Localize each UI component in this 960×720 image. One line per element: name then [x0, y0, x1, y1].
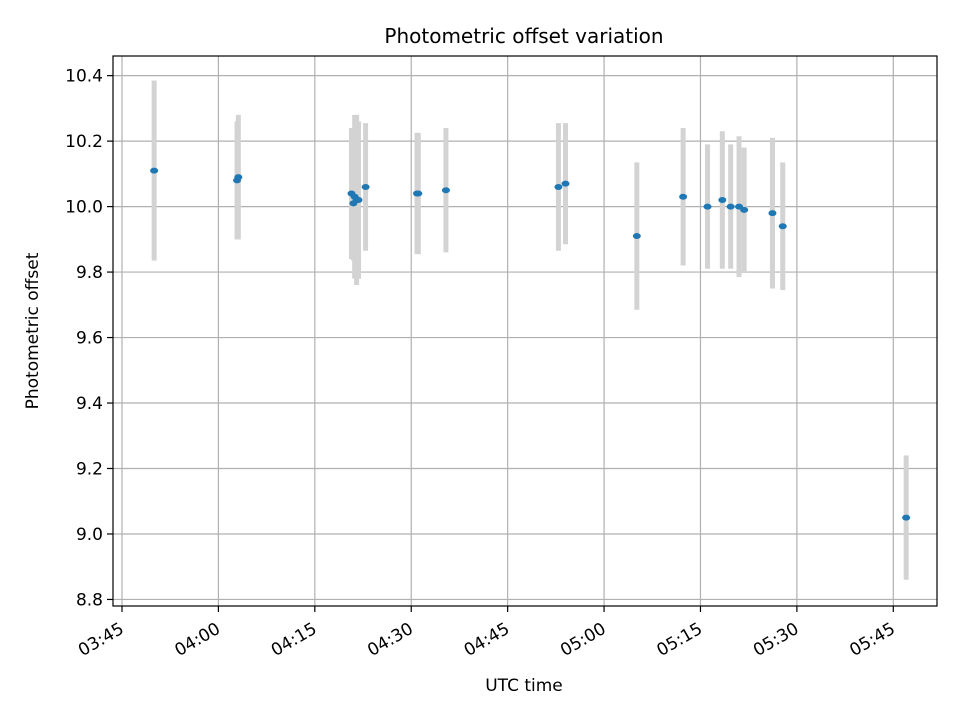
y-tick-label: 10.0 [65, 198, 103, 218]
y-tick-label: 9.4 [76, 394, 103, 414]
data-point [703, 203, 712, 210]
y-tick-label: 9.2 [76, 460, 103, 480]
x-tick-label: 05:00 [557, 619, 609, 661]
y-tick-label: 9.0 [76, 525, 103, 545]
x-tick-label: 04:45 [461, 619, 513, 661]
data-point [361, 183, 370, 190]
y-axis-label: Photometric offset [23, 252, 43, 409]
data-point [778, 223, 787, 230]
data-point [902, 514, 911, 521]
y-tick-label: 10.2 [65, 132, 103, 152]
chart-title: Photometric offset variation [384, 24, 663, 48]
y-tick-label: 8.8 [76, 590, 103, 610]
grid-lines [113, 56, 937, 606]
data-point [679, 193, 688, 200]
y-tick-label: 9.6 [76, 329, 103, 349]
data-point [441, 187, 450, 194]
data-point [768, 210, 777, 217]
data-points [150, 167, 911, 521]
x-axis-ticks: 03:45 04:00 04:15 04:30 04:45 05:00 05:15 05:30… [75, 606, 899, 661]
data-point [632, 233, 641, 240]
x-tick-label: 05:45 [846, 619, 898, 661]
data-point [740, 206, 749, 213]
plot-frame [112, 55, 938, 607]
data-point [561, 180, 570, 187]
x-tick-label: 04:15 [268, 619, 320, 661]
x-tick-label: 05:15 [654, 619, 706, 661]
data-point [150, 167, 159, 174]
data-point [234, 174, 243, 181]
error-bars [151, 80, 909, 580]
y-tick-label: 9.8 [76, 263, 103, 283]
data-point [554, 183, 563, 190]
x-tick-label: 05:30 [750, 619, 802, 661]
data-point [726, 203, 735, 210]
data-point [718, 197, 727, 204]
x-tick-label: 03:45 [75, 619, 127, 661]
y-tick-label: 10.4 [65, 67, 103, 87]
x-axis-label: UTC time [485, 676, 563, 696]
x-tick-label: 04:30 [364, 619, 416, 661]
x-tick-label: 04:00 [171, 619, 223, 661]
data-point [414, 190, 423, 197]
data-point [354, 197, 363, 204]
y-axis-ticks: 8.8 9.0 9.2 9.4 9.6 9.8 10.0 10.2 10.4 [65, 67, 113, 610]
